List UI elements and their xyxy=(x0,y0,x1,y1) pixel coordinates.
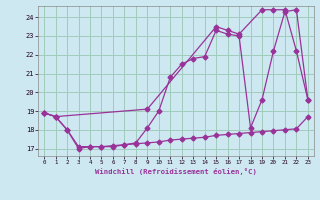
X-axis label: Windchill (Refroidissement éolien,°C): Windchill (Refroidissement éolien,°C) xyxy=(95,168,257,175)
